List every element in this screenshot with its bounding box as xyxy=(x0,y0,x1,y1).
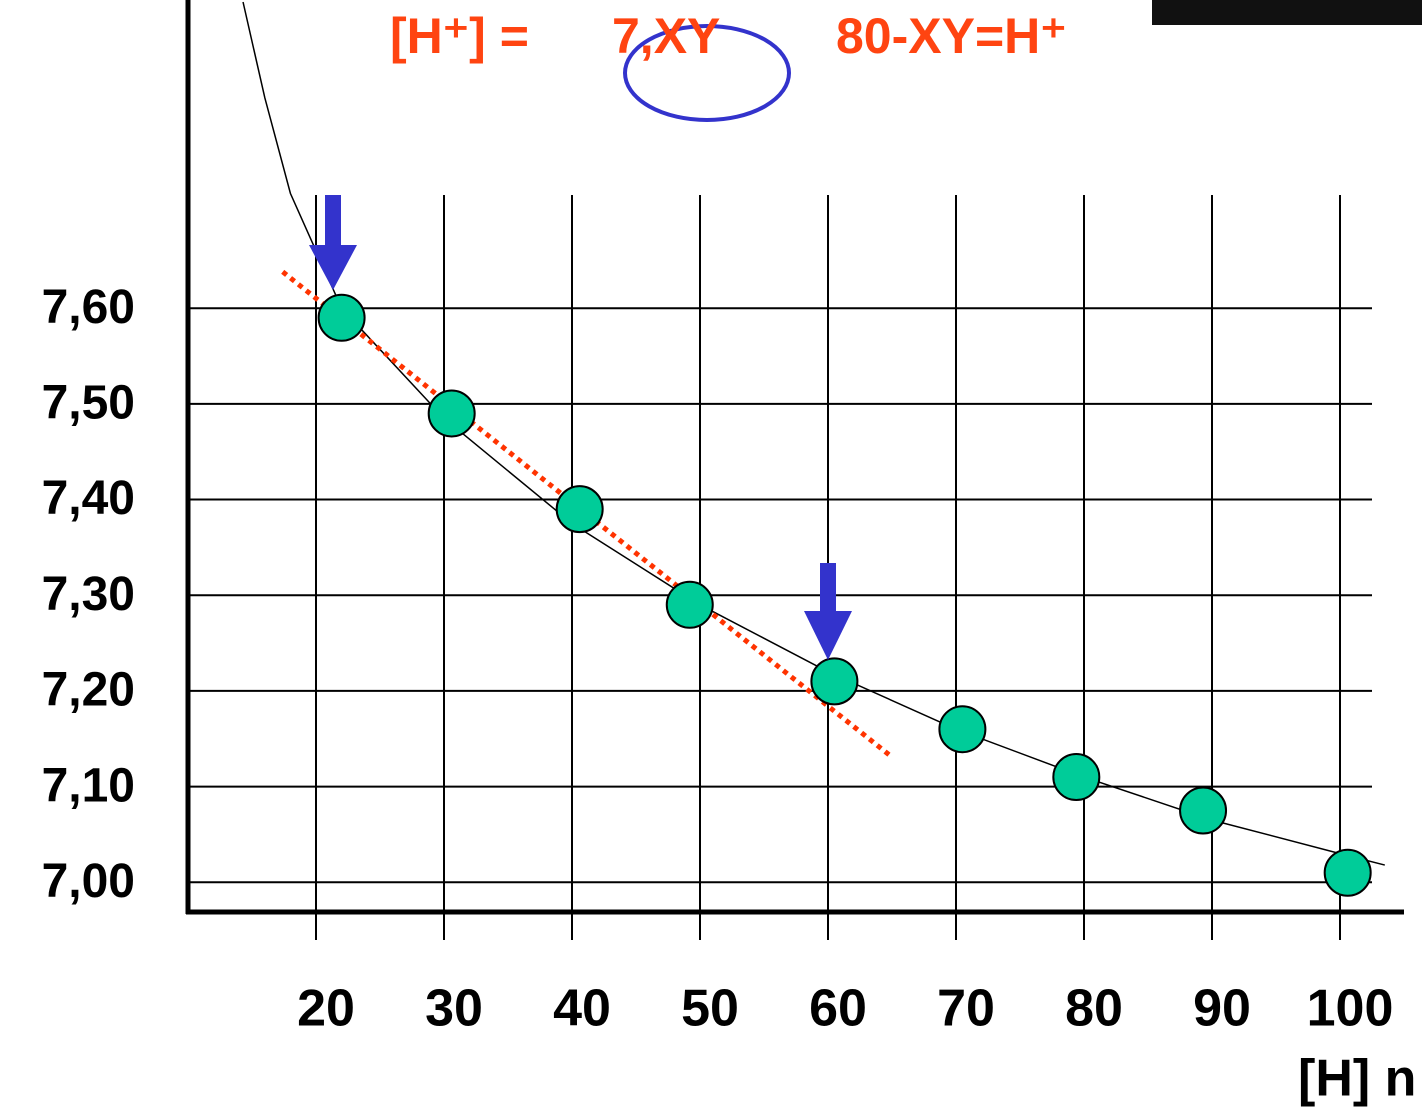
arrow xyxy=(804,563,852,660)
x-tick-label: 70 xyxy=(937,980,995,1038)
y-tick-label: 7,60 xyxy=(42,281,135,334)
x-tick-label: 80 xyxy=(1065,980,1123,1038)
photo-fragment xyxy=(1152,0,1422,25)
data-point xyxy=(665,580,714,629)
x-axis-label: [H] n xyxy=(1298,1050,1416,1108)
marks xyxy=(242,1,1385,897)
annotation: 80-XY=H⁺ xyxy=(836,8,1067,64)
data-point xyxy=(1052,753,1101,802)
y-tick-label: 7,00 xyxy=(42,855,135,908)
annotation: [H⁺] = xyxy=(390,8,529,64)
data-point xyxy=(555,485,604,534)
y-tick-label: 7,40 xyxy=(42,472,135,525)
y-tick-label: 7,50 xyxy=(42,377,135,430)
data-point xyxy=(938,705,987,754)
x-tick-label: 90 xyxy=(1193,980,1251,1038)
x-tick-label: 50 xyxy=(681,980,739,1038)
y-tick-label: 7,10 xyxy=(42,759,135,812)
data-point xyxy=(810,657,859,706)
y-tick-label: 7,30 xyxy=(42,568,135,621)
data-point xyxy=(1179,786,1228,835)
x-tick-label: 40 xyxy=(553,980,611,1038)
fit-curve xyxy=(242,1,1385,866)
annotation: 7,XY xyxy=(612,8,720,64)
y-tick-label: 7,20 xyxy=(42,664,135,717)
data-point xyxy=(1323,848,1372,897)
highlight-ellipse xyxy=(623,24,791,122)
data-point xyxy=(317,293,366,342)
x-tick-label: 30 xyxy=(425,980,483,1038)
x-tick-label: 20 xyxy=(297,980,355,1038)
x-tick-label: 60 xyxy=(809,980,867,1038)
arrow xyxy=(309,195,357,290)
data-point xyxy=(427,389,476,438)
x-tick-label: 100 xyxy=(1307,980,1394,1038)
